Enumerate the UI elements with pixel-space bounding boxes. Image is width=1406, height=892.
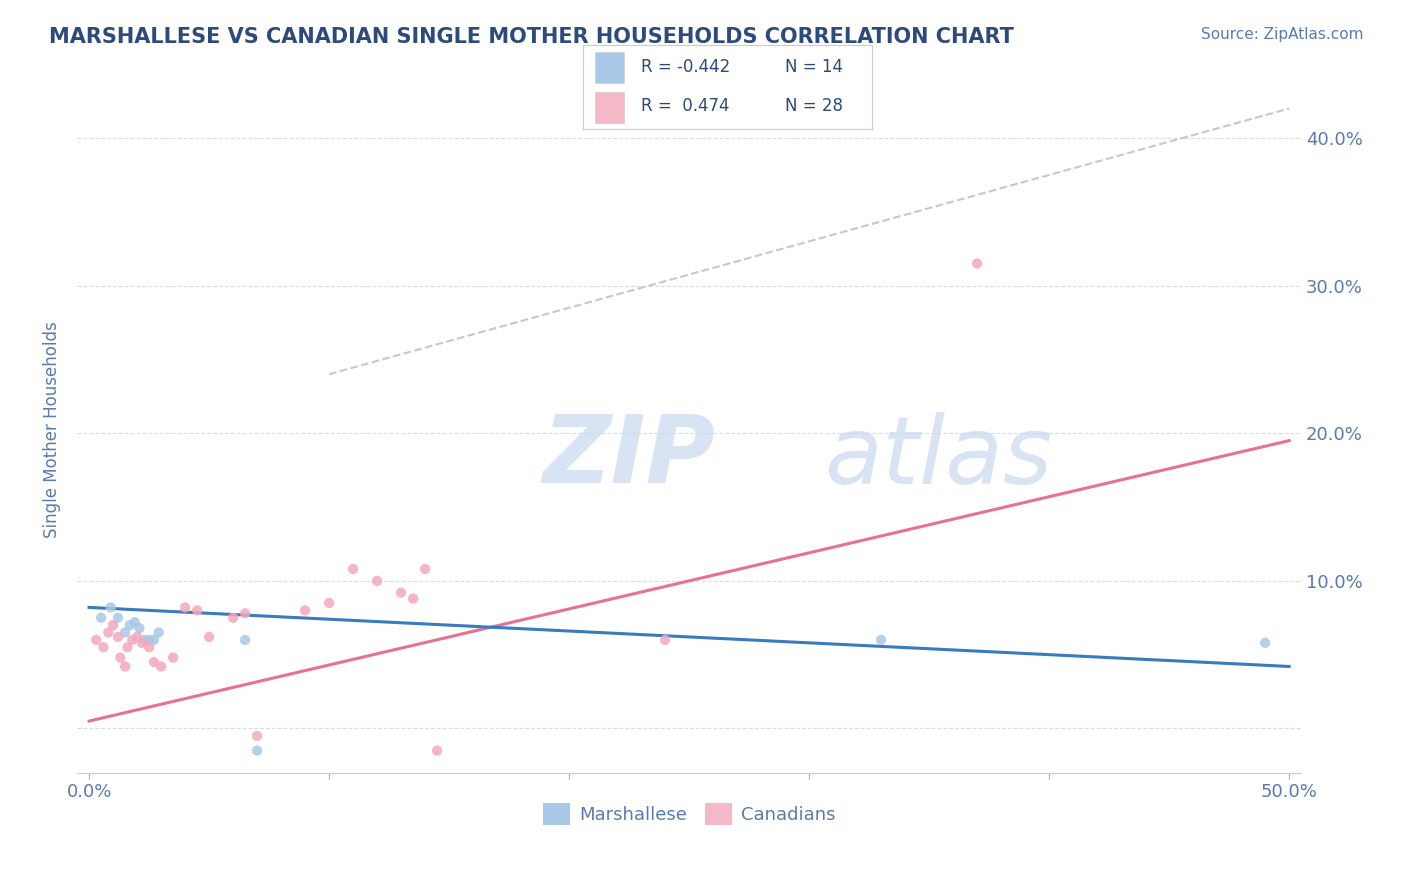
Point <box>107 630 129 644</box>
Point <box>90 611 112 625</box>
Text: ZIP: ZIP <box>543 411 716 503</box>
Point <box>148 625 170 640</box>
Point <box>318 596 340 610</box>
Point <box>124 615 146 630</box>
Point <box>114 659 136 673</box>
Text: atlas: atlas <box>824 411 1052 502</box>
Text: R = -0.442: R = -0.442 <box>641 59 730 77</box>
Point <box>118 618 141 632</box>
Point <box>121 632 143 647</box>
Point <box>84 632 107 647</box>
Point <box>101 618 124 632</box>
Point <box>222 611 245 625</box>
Point <box>110 650 132 665</box>
Point <box>114 625 136 640</box>
Point <box>342 562 364 576</box>
Point <box>246 729 269 743</box>
Point <box>1254 636 1277 650</box>
Point <box>246 743 269 757</box>
FancyBboxPatch shape <box>595 53 624 83</box>
Point <box>138 640 160 655</box>
Point <box>162 650 184 665</box>
Point <box>93 640 115 655</box>
Point <box>402 591 425 606</box>
Text: MARSHALLESE VS CANADIAN SINGLE MOTHER HOUSEHOLDS CORRELATION CHART: MARSHALLESE VS CANADIAN SINGLE MOTHER HO… <box>49 27 1014 46</box>
Point <box>186 603 208 617</box>
FancyBboxPatch shape <box>595 92 624 122</box>
Point <box>134 632 156 647</box>
Point <box>142 655 165 669</box>
Point <box>128 621 150 635</box>
Point <box>127 630 149 644</box>
Point <box>413 562 436 576</box>
Point <box>198 630 221 644</box>
Point <box>97 625 120 640</box>
Text: N = 14: N = 14 <box>785 59 844 77</box>
Text: R =  0.474: R = 0.474 <box>641 97 730 115</box>
Point <box>150 659 173 673</box>
Point <box>966 256 988 270</box>
Point <box>233 607 256 621</box>
Point <box>294 603 316 617</box>
Point <box>107 611 129 625</box>
Point <box>174 600 197 615</box>
Text: Source: ZipAtlas.com: Source: ZipAtlas.com <box>1201 27 1364 42</box>
Point <box>389 585 412 599</box>
Point <box>117 640 139 655</box>
Point <box>100 600 122 615</box>
Point <box>654 632 676 647</box>
Point <box>366 574 388 588</box>
Point <box>233 632 256 647</box>
Point <box>426 743 449 757</box>
Point <box>131 636 153 650</box>
Text: N = 28: N = 28 <box>785 97 844 115</box>
Point <box>138 632 160 647</box>
Point <box>142 632 165 647</box>
Y-axis label: Single Mother Households: Single Mother Households <box>44 321 60 538</box>
Legend: Marshallese, Canadians: Marshallese, Canadians <box>536 796 842 832</box>
Point <box>870 632 893 647</box>
